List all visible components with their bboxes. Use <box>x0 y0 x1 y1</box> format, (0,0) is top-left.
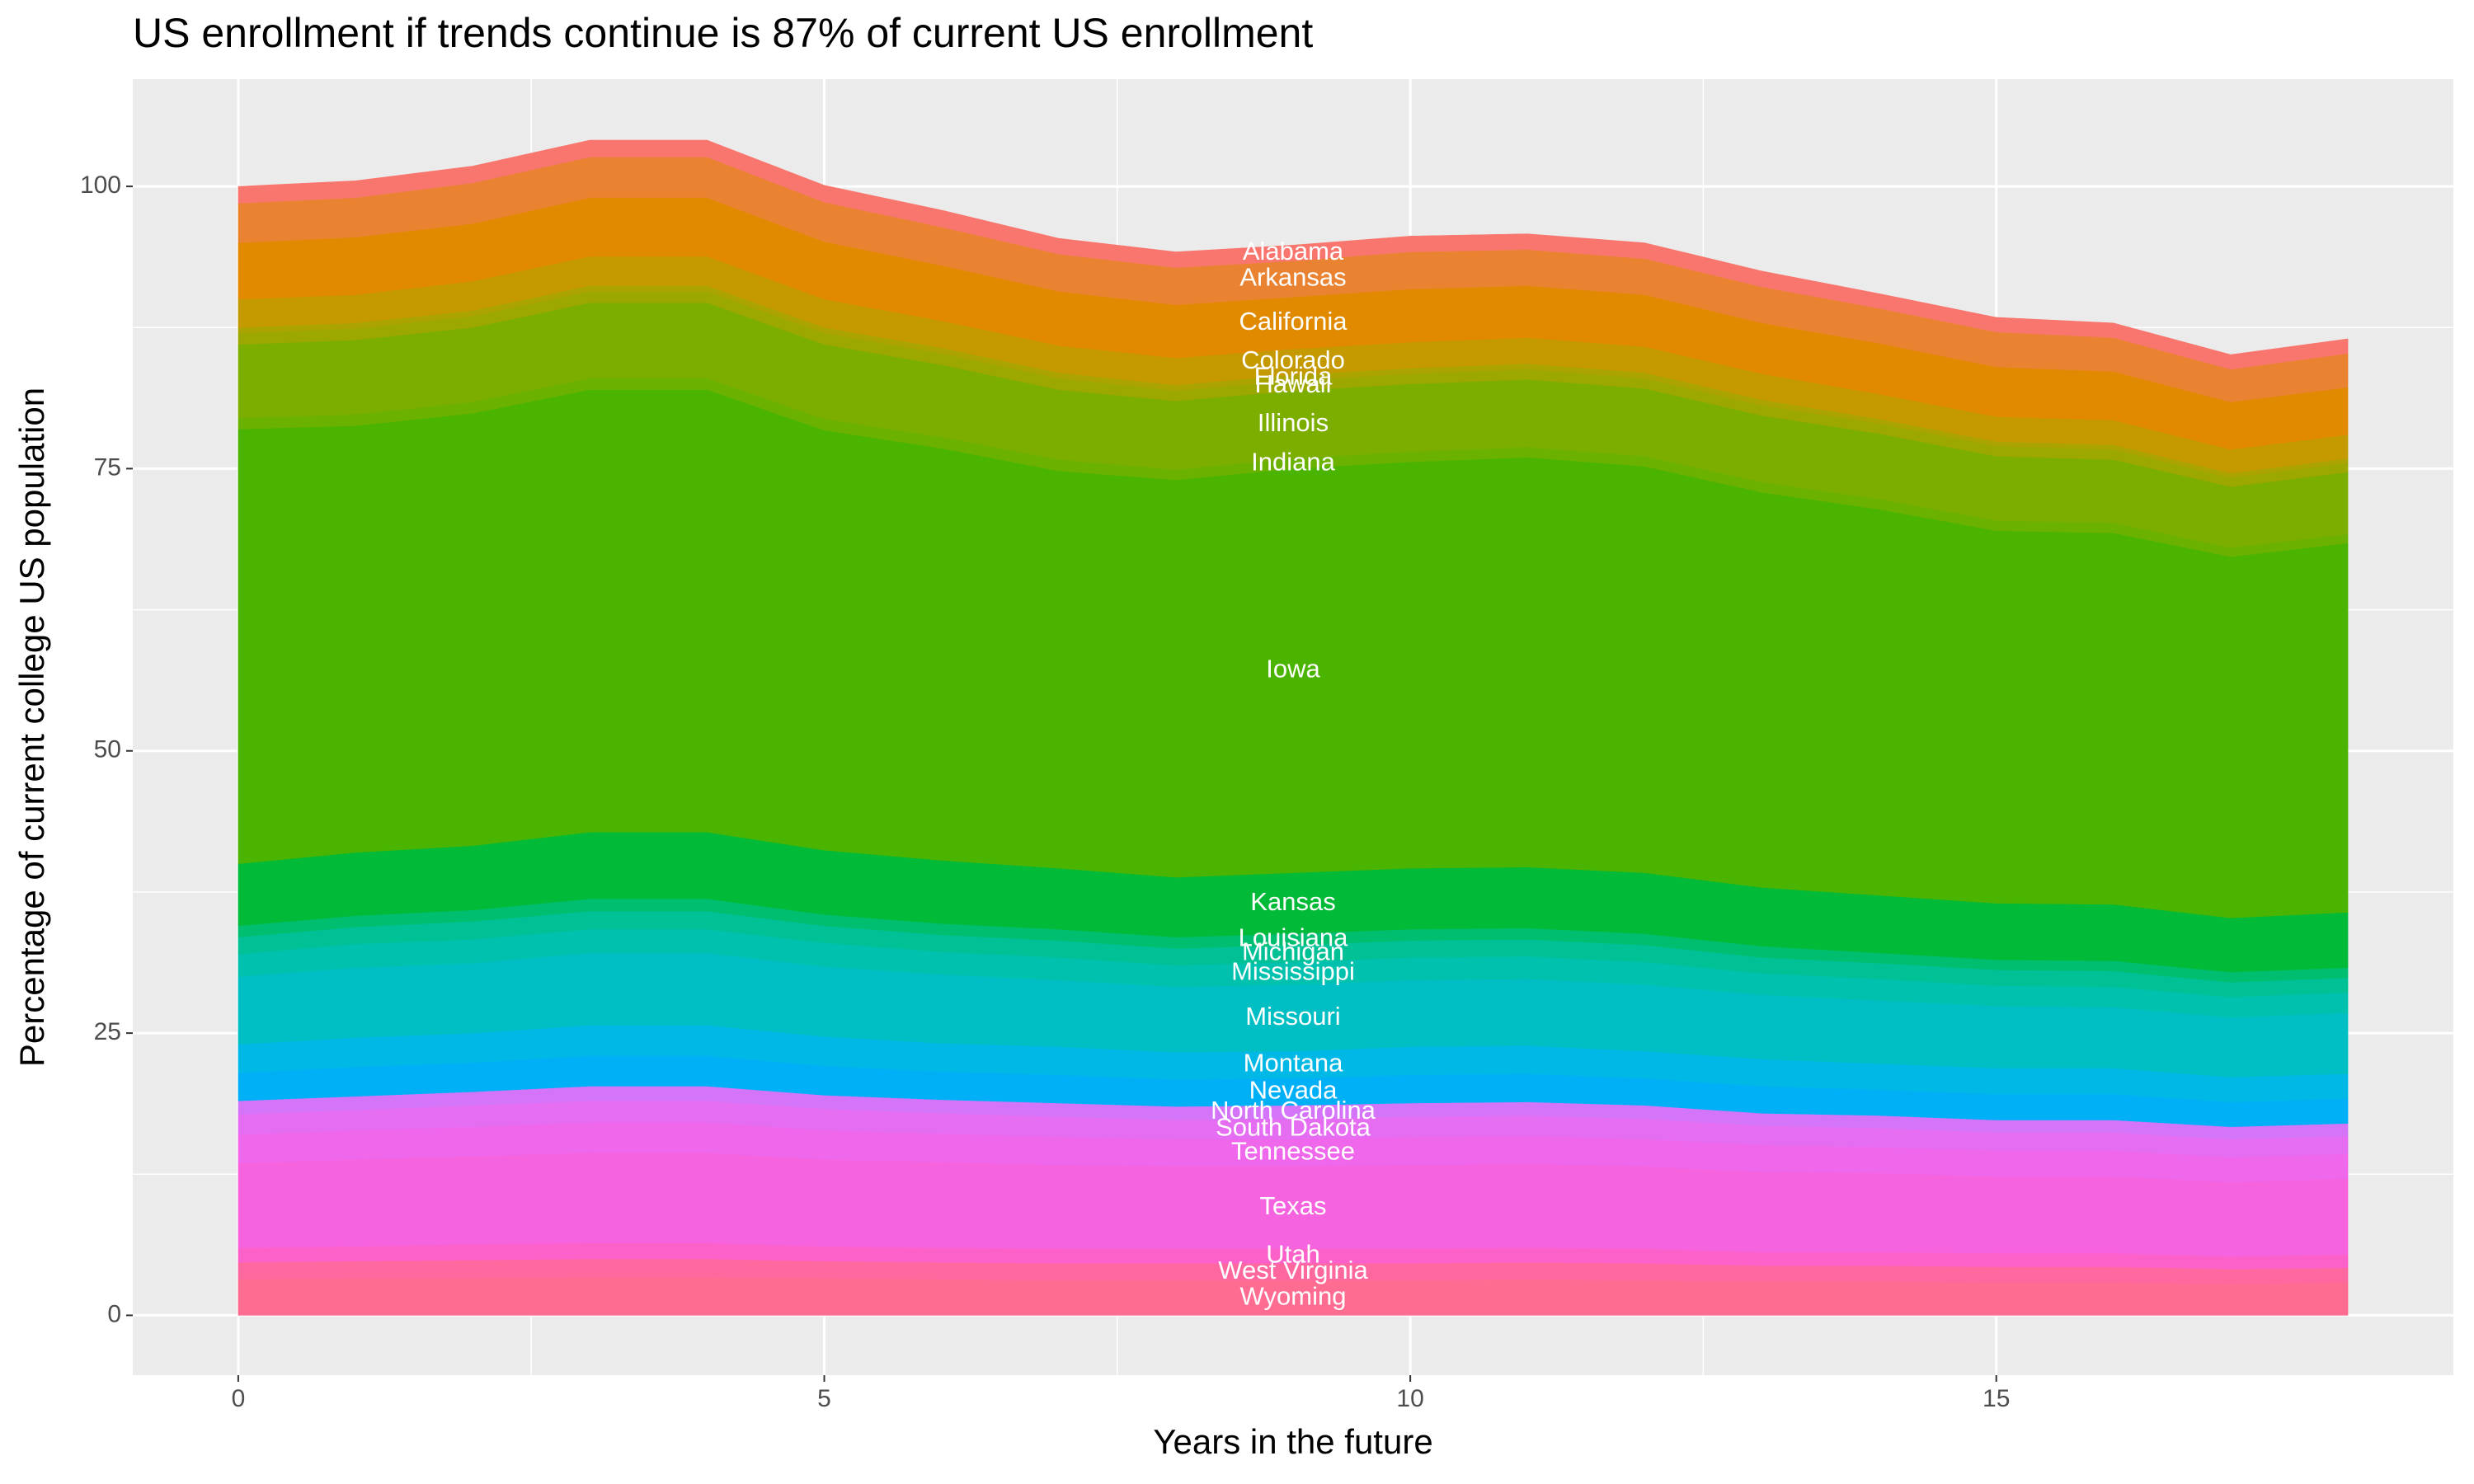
area-label: Illinois <box>1258 408 1329 437</box>
area-label: North Carolina <box>1211 1096 1376 1125</box>
x-tick-label: 10 <box>1396 1385 1423 1412</box>
y-tick-label: 100 <box>80 171 121 199</box>
area-label: Utah <box>1266 1240 1319 1269</box>
x-tick-label: 5 <box>817 1385 831 1412</box>
area-label: Nevada <box>1249 1075 1338 1104</box>
area-label: Colorado <box>1241 345 1345 374</box>
area-label: Alabama <box>1243 237 1344 265</box>
x-axis-title: Years in the future <box>1153 1422 1432 1461</box>
area-label: Kansas <box>1250 887 1335 916</box>
x-tick-label: 0 <box>232 1385 246 1412</box>
area-label: Montana <box>1244 1049 1343 1078</box>
area-label: Michigan <box>1242 937 1344 966</box>
area-label: Florida <box>1254 361 1333 390</box>
chart-title: US enrollment if trends continue is 87% … <box>133 10 1313 56</box>
area-label: Mississippi <box>1231 957 1355 986</box>
y-axis-title: Percentage of current college US populat… <box>12 387 51 1067</box>
y-tick-label: 75 <box>94 453 121 481</box>
area-label: Arkansas <box>1239 263 1346 292</box>
area <box>238 139 2349 370</box>
y-tick-label: 0 <box>107 1300 121 1327</box>
area-label: Missouri <box>1245 1002 1340 1031</box>
area-label: South Dakota <box>1216 1113 1371 1142</box>
area-label: Louisiana <box>1239 923 1348 952</box>
y-tick-label: 25 <box>94 1018 121 1045</box>
area-label: Tennessee <box>1231 1136 1355 1165</box>
area-label: Texas <box>1260 1191 1327 1220</box>
area-label: Wyoming <box>1240 1281 1347 1310</box>
x-tick-label: 15 <box>1982 1385 2010 1412</box>
area-label: Iowa <box>1266 655 1320 683</box>
area-label: Hawaii <box>1254 369 1331 398</box>
area-label: California <box>1239 307 1348 336</box>
area-label: West Virginia <box>1218 1256 1368 1284</box>
y-tick-label: 50 <box>94 736 121 763</box>
area-label: Indiana <box>1251 447 1335 476</box>
